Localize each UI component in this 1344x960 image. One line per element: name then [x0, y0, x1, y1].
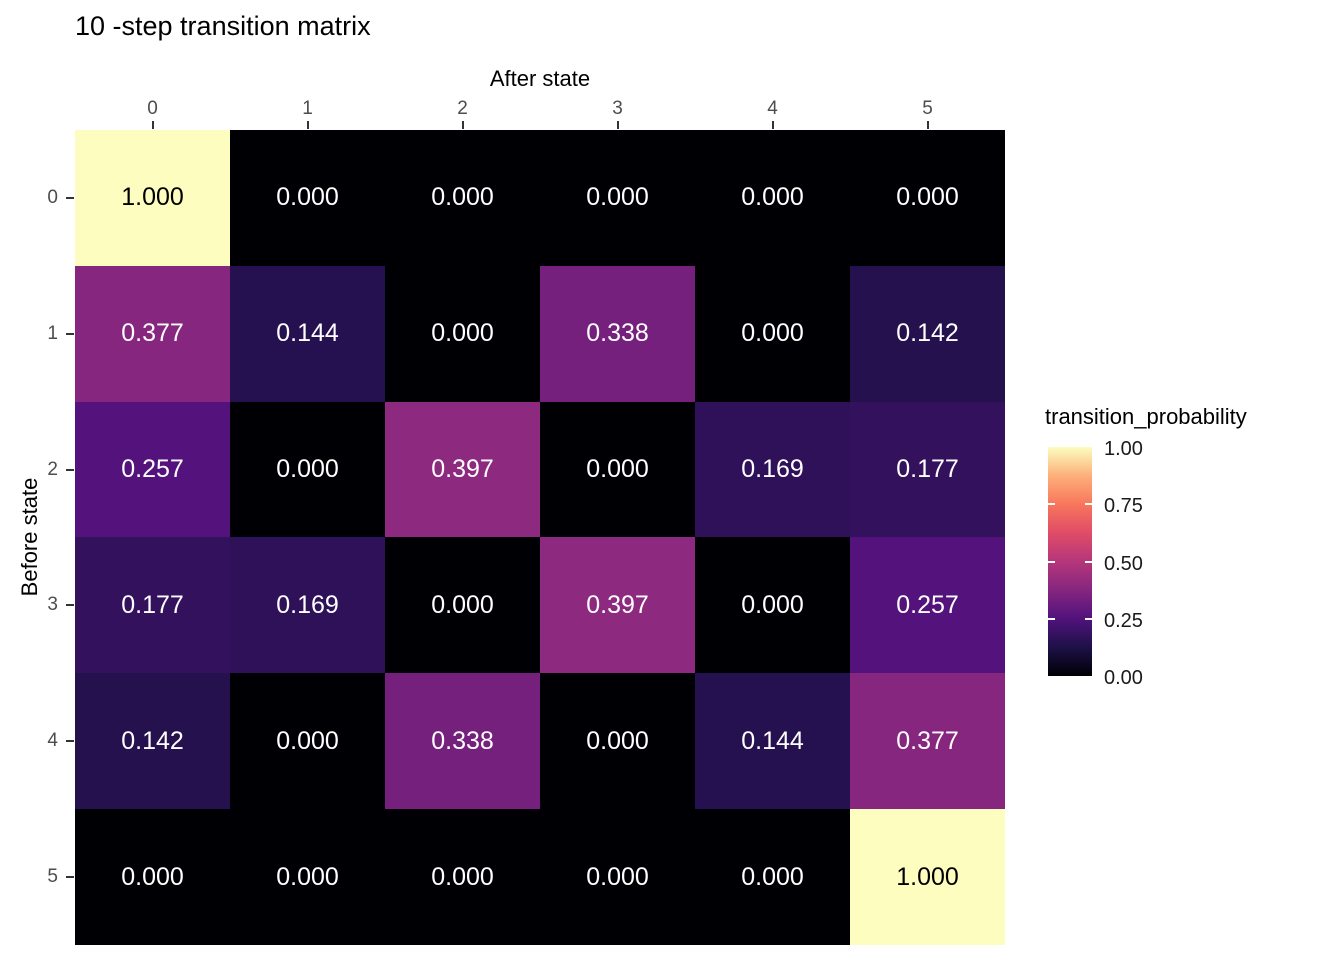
heatmap-cell: 0.000 [850, 130, 1005, 266]
x-tick-mark [461, 121, 464, 129]
heatmap-cell: 0.000 [75, 809, 230, 945]
x-tick-mark [771, 121, 774, 129]
heatmap-cell: 1.000 [75, 130, 230, 266]
heatmap-cell: 0.338 [540, 265, 695, 402]
chart-title: 10 -step transition matrix [75, 11, 371, 41]
heatmap-cell: 0.144 [695, 673, 850, 810]
heatmap-cell: 0.142 [850, 265, 1005, 402]
x-tick-label: 0 [147, 98, 158, 119]
heatmap-cell: 0.000 [540, 809, 695, 945]
y-tick-mark [66, 196, 74, 199]
legend-title: transition_probability [1045, 404, 1247, 429]
heatmap-cell: 0.000 [230, 809, 385, 945]
x-tick-mark [151, 121, 154, 129]
x-tick-mark [926, 121, 929, 129]
heatmap-cell: 0.000 [385, 130, 540, 266]
heatmap-cell: 0.000 [695, 537, 850, 674]
heatmap-cell: 0.000 [230, 130, 385, 266]
y-tick-mark [66, 876, 74, 879]
legend-tick-dash [1048, 617, 1055, 620]
legend-gradient-bar [1048, 447, 1092, 676]
legend-tick-label: 0.50 [1104, 552, 1143, 575]
heatmap-cell: 0.397 [385, 401, 540, 538]
heatmap-cell: 0.257 [850, 537, 1005, 674]
legend-tick-dash [1085, 503, 1092, 506]
heatmap-cell: 0.377 [850, 673, 1005, 810]
heatmap-cell: 0.377 [75, 265, 230, 402]
heatmap-cell: 0.169 [230, 537, 385, 674]
x-axis-title: After state [489, 66, 591, 91]
legend-tick-label: 1.00 [1104, 438, 1143, 460]
heatmap-cell: 0.000 [385, 265, 540, 402]
x-tick-label: 3 [612, 98, 623, 119]
y-tick-label: 5 [47, 866, 58, 888]
x-tick-label: 5 [922, 98, 933, 119]
heatmap-cell: 0.169 [695, 401, 850, 538]
heatmap-cell: 0.257 [75, 401, 230, 538]
heatmap-cell: 0.177 [850, 401, 1005, 538]
y-tick-label: 1 [47, 322, 58, 344]
heatmap-cell: 0.000 [695, 130, 850, 266]
heatmap-grid: 1.000 0.000 0.000 0.000 0.000 0.000 0.377 0.144… [75, 130, 1005, 945]
y-tick-mark [66, 468, 74, 471]
y-tick-mark [66, 604, 74, 607]
legend-tick-dash [1085, 617, 1092, 620]
heatmap-cell: 1.000 [850, 809, 1005, 945]
legend-tick-label: 0.25 [1104, 609, 1143, 632]
x-tick-mark [306, 121, 309, 129]
heatmap-cell: 0.000 [230, 401, 385, 538]
legend-tick-dash [1048, 503, 1055, 506]
heatmap-cell: 0.000 [230, 673, 385, 810]
x-tick-label: 1 [302, 98, 313, 119]
x-tick-label: 2 [457, 98, 468, 119]
heatmap-cell: 0.000 [540, 673, 695, 810]
y-tick-mark [66, 740, 74, 743]
heatmap-cell: 0.177 [75, 537, 230, 674]
heatmap-cell: 0.000 [385, 809, 540, 945]
x-tick-mark [616, 121, 619, 129]
legend-tick-dash [1085, 560, 1092, 563]
y-axis-title: Before state [17, 477, 42, 597]
heatmap-cell: 0.144 [230, 265, 385, 402]
y-tick-label: 0 [47, 186, 58, 208]
heatmap-cell: 0.338 [385, 673, 540, 810]
x-tick-label: 4 [767, 98, 778, 119]
legend-tick-label: 0.00 [1104, 667, 1143, 689]
y-tick-mark [66, 332, 74, 335]
y-tick-label: 4 [47, 730, 58, 752]
heatmap-cell: 0.000 [385, 537, 540, 674]
legend-tick-dash [1048, 560, 1055, 563]
y-tick-label: 3 [47, 594, 58, 616]
heatmap-cell: 0.000 [540, 401, 695, 538]
heatmap-cell: 0.397 [540, 537, 695, 674]
heatmap-cell: 0.000 [695, 265, 850, 402]
legend-tick-label: 0.75 [1104, 495, 1143, 518]
heatmap-cell: 0.000 [540, 130, 695, 266]
y-tick-label: 2 [47, 458, 58, 480]
heatmap-cell: 0.000 [695, 809, 850, 945]
heatmap-cell: 0.142 [75, 673, 230, 810]
